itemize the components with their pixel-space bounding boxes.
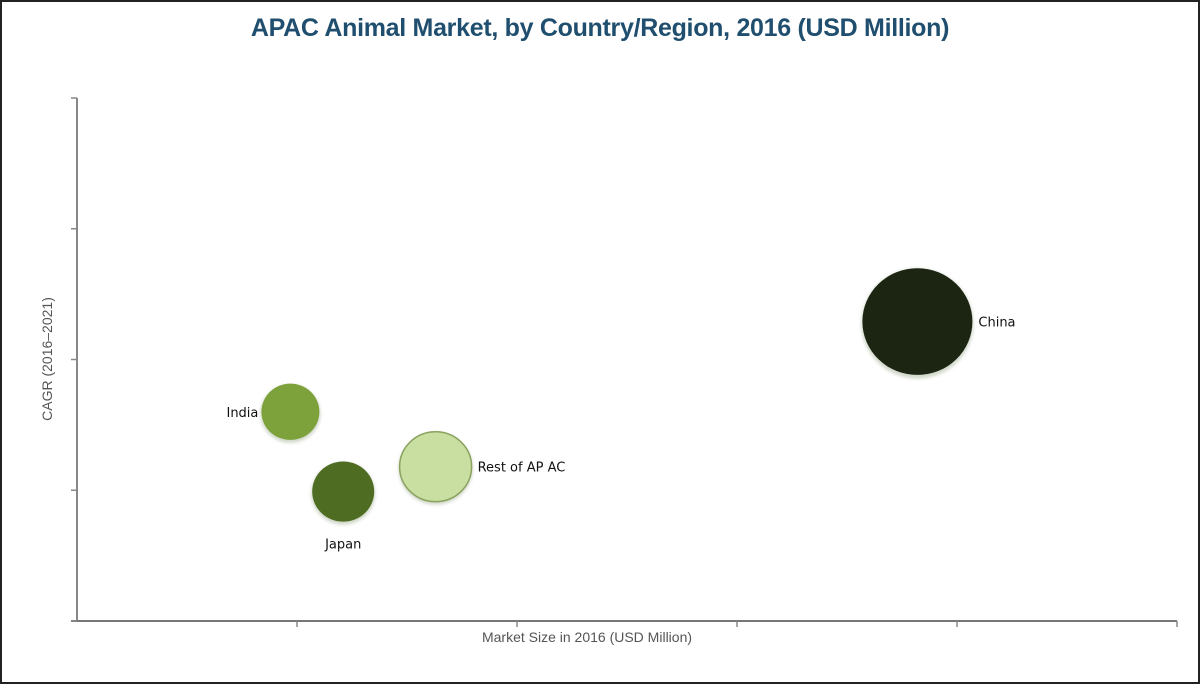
bubble-mark: [398, 431, 473, 503]
bubble-mark: [261, 383, 320, 440]
axes: [71, 97, 1178, 627]
bubble-mark: [862, 268, 973, 375]
bubbles: India Japan Rest of AP AC China: [226, 268, 1016, 553]
bubble-china: China: [861, 268, 1016, 379]
bubble-india: India: [226, 383, 321, 443]
y-axis-label: CAGR (2016–2021): [39, 297, 55, 421]
bubble-rest-of-ap-ac: Rest of AP AC: [398, 431, 566, 505]
bubble-mark: [312, 461, 375, 522]
x-axis-label: Market Size in 2016 (USD Million): [482, 629, 692, 645]
bubble-label: Japan: [324, 538, 361, 553]
bubble-label: China: [978, 316, 1015, 331]
bubble-japan: Japan: [311, 461, 376, 553]
bubble-label: India: [226, 406, 258, 421]
chart-title: APAC Animal Market, by Country/Region, 2…: [250, 14, 950, 42]
bubble-label: Rest of AP AC: [478, 461, 566, 476]
